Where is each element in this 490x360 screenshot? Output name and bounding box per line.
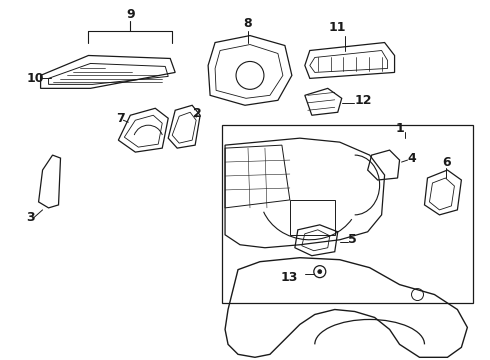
Text: 13: 13 — [280, 271, 298, 284]
Text: 11: 11 — [329, 21, 346, 34]
Text: 4: 4 — [408, 152, 416, 165]
Text: 6: 6 — [442, 156, 451, 168]
Circle shape — [318, 270, 322, 274]
Text: 10: 10 — [27, 72, 45, 85]
Text: 12: 12 — [355, 94, 372, 107]
Text: 1: 1 — [395, 122, 404, 135]
Text: 5: 5 — [348, 233, 356, 246]
Text: 7: 7 — [116, 112, 125, 125]
Text: 9: 9 — [126, 8, 135, 21]
Text: 2: 2 — [193, 107, 201, 120]
Bar — [222, 125, 473, 302]
Text: 3: 3 — [26, 211, 35, 224]
Text: 8: 8 — [244, 17, 252, 30]
Bar — [290, 200, 335, 235]
